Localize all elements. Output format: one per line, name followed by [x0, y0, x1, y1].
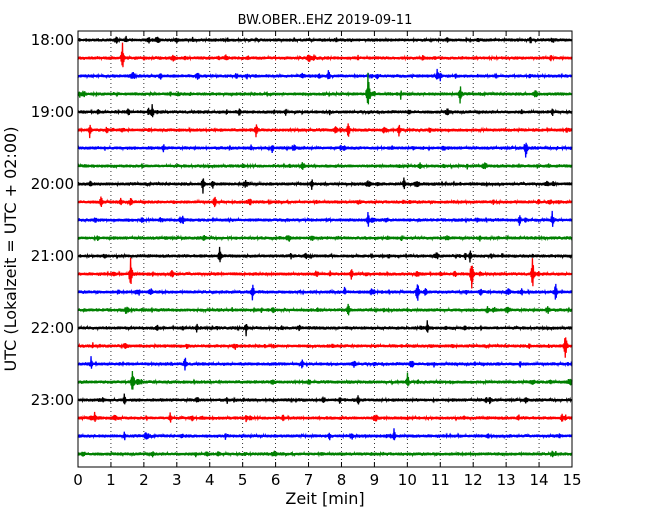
x-tick-label: 9 — [370, 471, 380, 489]
y-tick-label: 19:00 — [31, 103, 74, 121]
x-axis-tick-labels: 0 1 2 3 4 5 6 7 8 9 10 11 12 13 14 15 — [73, 471, 581, 489]
trace-2145 — [77, 303, 573, 316]
trace-2000 — [77, 177, 573, 194]
y-tick-label: 23:00 — [31, 391, 74, 409]
x-tick-label: 5 — [238, 471, 248, 489]
x-tick-label: 0 — [73, 471, 83, 489]
x-tick-label: 11 — [431, 471, 450, 489]
x-tick-label: 2 — [139, 471, 149, 489]
x-tick-label: 1 — [106, 471, 116, 489]
axis-ticks — [77, 31, 573, 467]
trace-1830 — [77, 68, 573, 82]
x-tick-label: 15 — [562, 471, 581, 489]
trace-1815 — [77, 42, 573, 68]
plot-frame — [77, 30, 573, 468]
x-tick-label: 7 — [304, 471, 314, 489]
y-tick-label: 21:00 — [31, 247, 74, 265]
chart-title: BW.OBER..EHZ 2019-09-11 — [238, 13, 413, 28]
trace-2200 — [77, 320, 573, 337]
y-tick-label: 20:00 — [31, 175, 74, 193]
trace-2030 — [77, 210, 573, 227]
trace-2345 — [77, 450, 573, 458]
trace-1930 — [77, 142, 573, 158]
x-axis-label: Zeit [min] — [285, 489, 364, 508]
trace-2045 — [77, 234, 573, 242]
trace-2100 — [77, 246, 573, 263]
y-tick-label: 18:00 — [31, 31, 74, 49]
trace-1800 — [77, 35, 573, 44]
trace-1845 — [77, 72, 573, 105]
trace-1900 — [77, 104, 573, 118]
x-tick-label: 6 — [271, 471, 281, 489]
trace-2215 — [77, 337, 573, 358]
trace-2330 — [77, 428, 573, 441]
y-axis-tick-labels: 18:00 19:00 20:00 21:00 22:00 23:00 — [31, 31, 74, 409]
trace-2015 — [77, 196, 573, 208]
trace-1915 — [77, 123, 573, 139]
y-axis-label: UTC (Lokalzeit = UTC + 02:00) — [1, 127, 20, 372]
x-tick-label: 8 — [337, 471, 347, 489]
trace-2245 — [77, 370, 573, 390]
y-tick-label: 22:00 — [31, 319, 74, 337]
seismogram-traces — [77, 35, 573, 458]
trace-2130 — [77, 283, 573, 301]
trace-2115 — [77, 257, 573, 289]
x-tick-label: 13 — [497, 471, 516, 489]
x-tick-label: 3 — [172, 471, 182, 489]
x-tick-label: 12 — [464, 471, 483, 489]
trace-2300 — [77, 393, 573, 405]
trace-2230 — [77, 356, 573, 371]
trace-1945 — [77, 162, 573, 170]
grid-lines — [110, 31, 540, 467]
x-tick-label: 4 — [205, 471, 215, 489]
trace-2315 — [77, 411, 573, 423]
x-tick-label: 14 — [530, 471, 549, 489]
x-tick-label: 10 — [398, 471, 417, 489]
